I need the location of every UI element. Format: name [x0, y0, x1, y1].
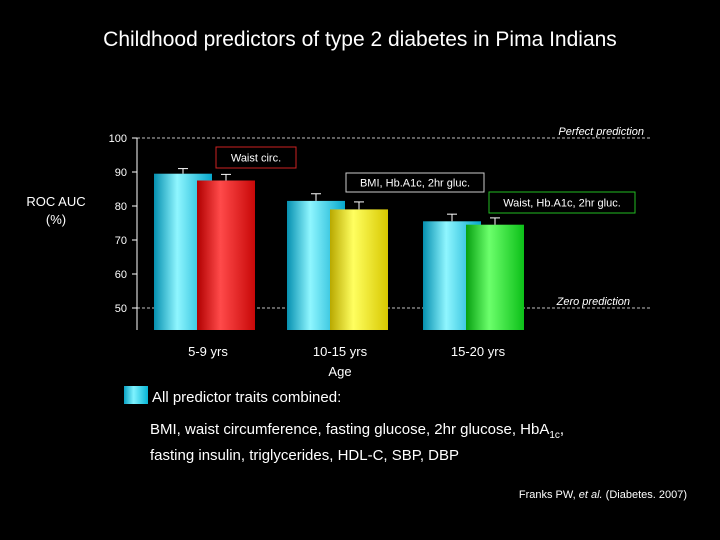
annotation-label-3: Waist, Hb.A1c, 2hr gluc.	[503, 198, 621, 210]
legend-description: BMI, waist circumference, fasting glucos…	[150, 420, 670, 466]
x-tick-label: 5-9 yrs	[188, 344, 228, 359]
y-tick-label-70: 70	[115, 235, 127, 247]
y-tick-label-100: 100	[109, 133, 127, 145]
legend-line1-subscript: 1c	[549, 430, 560, 441]
annotation-box-3	[488, 191, 636, 214]
y-tick-label-80: 80	[115, 201, 127, 213]
citation: Franks PW, et al. (Diabetes. 2007)	[470, 489, 687, 501]
bar-1-2	[197, 180, 255, 330]
bar-3-2	[466, 224, 524, 330]
y-tick-label-60: 60	[115, 269, 127, 281]
annotation-box-2	[345, 172, 485, 193]
citation-etal: et al.	[578, 489, 603, 501]
reference-line-label: Zero prediction	[556, 296, 630, 308]
y-tick-label-50: 50	[115, 303, 127, 315]
citation-source: (Diabetes. 2007)	[602, 489, 687, 501]
annotation-label-1: Waist circ.	[231, 153, 281, 165]
bar-2-2	[330, 209, 388, 330]
chart-title: Childhood predictors of type 2 diabetes …	[103, 28, 617, 51]
x-tick-label: 10-15 yrs	[313, 344, 368, 359]
y-axis-label-line1: ROC AUC	[26, 194, 86, 209]
annotation-label-2: BMI, Hb.A1c, 2hr gluc.	[360, 178, 470, 190]
legend-line1: BMI, waist circumference, fasting glucos…	[150, 421, 550, 438]
legend-line1-end: ,	[559, 421, 565, 438]
annotation-box-1	[215, 146, 297, 169]
x-tick-label: 15-20 yrs	[451, 344, 506, 359]
y-axis-label: ROC AUC (%)	[14, 193, 98, 229]
legend-swatch-all-traits	[124, 386, 148, 404]
legend-title: All predictor traits combined:	[152, 389, 342, 406]
reference-line-label: Perfect prediction	[558, 126, 644, 138]
x-axis-label: Age	[328, 364, 352, 379]
citation-authors: Franks PW,	[518, 489, 579, 501]
y-tick-label-90: 90	[115, 167, 127, 179]
y-axis-label-line2: (%)	[45, 212, 67, 227]
legend-line2: fasting insulin, triglycerides, HDL-C, S…	[150, 447, 460, 464]
